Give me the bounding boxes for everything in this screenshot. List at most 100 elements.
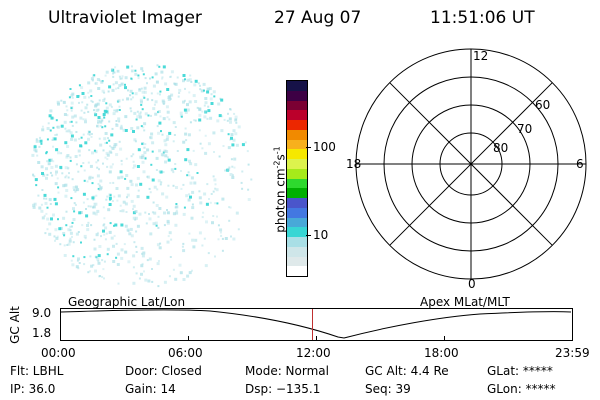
speckle: [111, 163, 114, 166]
status-gain: Gain: 14: [125, 382, 176, 396]
speckle: [136, 224, 140, 228]
speckle: [206, 183, 209, 186]
speckle: [89, 89, 93, 93]
speckle: [157, 110, 161, 113]
speckle: [161, 133, 164, 136]
speckle: [188, 159, 191, 163]
speckle: [79, 211, 83, 214]
speckle: [112, 112, 116, 116]
speckle: [117, 99, 121, 103]
speckle: [210, 193, 213, 195]
speckle: [233, 166, 236, 169]
speckle: [84, 120, 87, 124]
speckle: [41, 172, 44, 175]
speckle: [58, 227, 62, 231]
speckle: [156, 188, 159, 191]
speckle: [196, 172, 199, 174]
speckle: [71, 178, 74, 181]
speckle: [99, 143, 103, 147]
speckle: [144, 211, 147, 214]
speckle: [91, 182, 94, 185]
speckle: [179, 114, 183, 118]
speckle: [77, 149, 81, 153]
speckle: [178, 88, 182, 92]
speckle: [93, 247, 97, 251]
speckle: [209, 97, 213, 101]
speckle: [153, 185, 157, 189]
speckle: [93, 109, 95, 112]
speckle: [56, 235, 59, 238]
speckle: [108, 150, 112, 154]
speckle: [62, 184, 66, 188]
speckle: [121, 77, 124, 80]
instrument-title: Ultraviolet Imager: [48, 8, 202, 28]
speckle: [70, 197, 73, 200]
speckle: [152, 201, 155, 204]
status-seq: Seq: 39: [365, 382, 411, 396]
speckle: [167, 235, 170, 238]
speckle: [241, 143, 245, 147]
colorbar-unit-label: photon cm-2s-1: [272, 146, 288, 233]
speckle: [168, 275, 171, 278]
speckle: [186, 108, 190, 112]
speckle: [95, 233, 99, 237]
speckle: [246, 150, 249, 153]
speckle: [110, 236, 114, 240]
speckle: [82, 201, 85, 204]
speckle: [134, 210, 138, 214]
speckle: [105, 232, 108, 235]
speckle: [190, 81, 193, 83]
speckle: [227, 133, 230, 136]
speckle: [87, 271, 90, 274]
speckle: [122, 200, 126, 204]
speckle: [121, 98, 124, 101]
speckle: [76, 259, 79, 262]
speckle: [192, 149, 195, 152]
speckle: [152, 222, 156, 226]
speckle: [174, 163, 177, 165]
speckle: [111, 127, 114, 130]
speckle: [212, 190, 215, 193]
speckle: [138, 115, 142, 119]
speckle: [102, 99, 106, 102]
speckle: [115, 109, 119, 113]
speckle: [146, 98, 149, 101]
speckle: [123, 243, 126, 246]
speckle: [136, 165, 140, 168]
speckle: [173, 134, 176, 136]
speckle: [161, 192, 165, 196]
speckle: [96, 231, 99, 234]
speckle: [226, 119, 229, 122]
speckle: [169, 256, 172, 258]
speckle: [189, 162, 193, 166]
speckle: [131, 92, 134, 95]
speckle: [190, 176, 194, 180]
speckle: [94, 104, 98, 108]
speckle: [142, 73, 145, 76]
speckle: [106, 253, 109, 256]
speckle: [209, 116, 213, 120]
speckle: [52, 145, 55, 148]
speckle: [168, 95, 172, 99]
speckle: [144, 278, 148, 282]
speckle: [136, 126, 140, 130]
speckle: [130, 127, 134, 130]
polar-label-60: 60: [535, 98, 550, 112]
status-dsp: Dsp: −135.1: [245, 382, 321, 396]
speckle: [99, 179, 103, 183]
speckle: [151, 178, 155, 182]
speckle: [150, 114, 152, 117]
speckle: [88, 177, 92, 181]
speckle: [184, 78, 186, 81]
speckle: [228, 219, 231, 222]
speckle: [94, 212, 98, 216]
speckle: [72, 207, 75, 211]
speckle: [109, 145, 111, 148]
speckle: [102, 268, 105, 271]
speckle: [124, 224, 128, 228]
speckle: [147, 175, 151, 179]
speckle: [183, 108, 187, 112]
speckle: [201, 216, 204, 219]
header-time: 11:51:06 UT: [430, 8, 535, 28]
speckle: [71, 92, 75, 96]
